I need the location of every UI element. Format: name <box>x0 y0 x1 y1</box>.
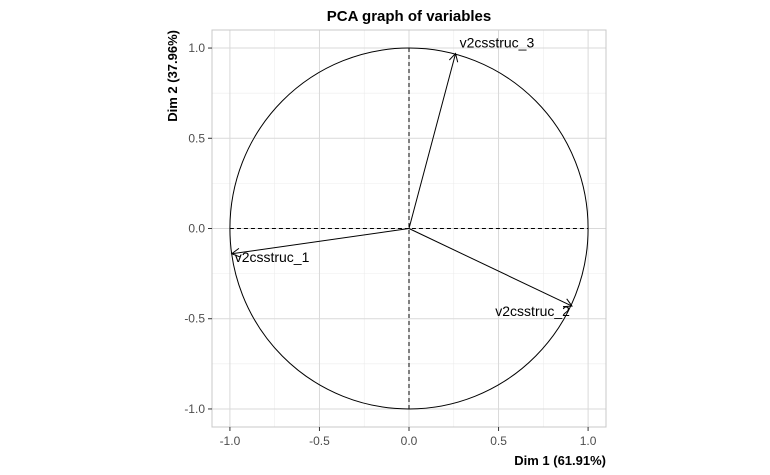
y-tick-label: 0.0 <box>188 222 205 236</box>
variable-label: v2csstruc_1 <box>235 249 310 265</box>
variable-label: v2csstruc_3 <box>460 34 535 50</box>
x-tick-label: 0.5 <box>490 434 507 448</box>
variable-arrow-head <box>449 52 459 63</box>
x-axis-title: Dim 1 (61.91%) <box>514 453 606 468</box>
correlation-circle <box>229 47 589 410</box>
x-tick-label: 1.0 <box>580 434 597 448</box>
y-tick-label: -1.0 <box>184 402 205 416</box>
variable-arrows <box>230 52 573 308</box>
variable-labels: v2csstruc_1 v2csstruc_2 v2csstruc_3 <box>235 34 570 319</box>
x-tick-label: -1.0 <box>220 434 241 448</box>
y-axis-title: Dim 2 (37.96%) <box>165 30 180 122</box>
x-tick-label: 0.0 <box>401 434 418 448</box>
y-axis: -1.0 -0.5 0.0 0.5 1.0 <box>184 41 212 416</box>
variable-arrow-head <box>230 247 241 258</box>
y-tick-label: -0.5 <box>184 312 205 326</box>
variable-arrow <box>231 228 410 255</box>
variable-arrow <box>408 228 573 307</box>
y-tick-label: 1.0 <box>188 41 205 55</box>
x-tick-label: -0.5 <box>309 434 330 448</box>
variable-arrow <box>408 53 457 229</box>
chart-title: PCA graph of variables <box>327 8 492 25</box>
x-axis: -1.0 -0.5 0.0 0.5 1.0 <box>220 427 597 448</box>
variable-arrow-head <box>562 298 573 308</box>
variable-label: v2csstruc_2 <box>495 303 570 319</box>
y-tick-label: 0.5 <box>188 131 205 145</box>
